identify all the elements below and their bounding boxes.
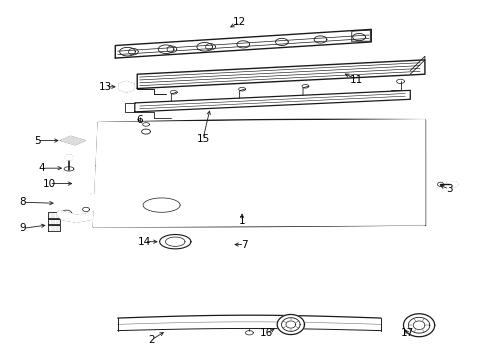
Text: 16: 16	[259, 328, 272, 338]
Polygon shape	[137, 60, 424, 89]
Text: 7: 7	[241, 239, 247, 249]
Polygon shape	[118, 315, 380, 330]
Text: 1: 1	[238, 216, 245, 226]
Polygon shape	[135, 90, 409, 112]
Polygon shape	[115, 30, 370, 58]
Polygon shape	[61, 136, 85, 145]
Text: 6: 6	[136, 115, 142, 125]
Polygon shape	[93, 120, 424, 226]
Polygon shape	[277, 315, 304, 334]
Polygon shape	[160, 234, 190, 249]
Text: 9: 9	[20, 224, 26, 233]
Polygon shape	[403, 314, 434, 337]
Text: 5: 5	[34, 136, 41, 145]
Polygon shape	[231, 238, 255, 251]
Text: 13: 13	[99, 82, 112, 92]
Text: 10: 10	[43, 179, 56, 189]
Text: 3: 3	[445, 184, 452, 194]
Polygon shape	[449, 182, 457, 187]
Text: 11: 11	[349, 75, 363, 85]
Text: 17: 17	[401, 328, 414, 338]
Text: 12: 12	[232, 17, 246, 27]
Text: 4: 4	[39, 163, 45, 173]
Polygon shape	[57, 194, 105, 222]
Polygon shape	[119, 81, 134, 92]
Text: 8: 8	[20, 197, 26, 207]
Polygon shape	[75, 177, 93, 190]
Text: 2: 2	[148, 334, 155, 345]
Polygon shape	[64, 155, 73, 160]
Text: 15: 15	[196, 134, 209, 144]
Text: 14: 14	[138, 237, 151, 247]
